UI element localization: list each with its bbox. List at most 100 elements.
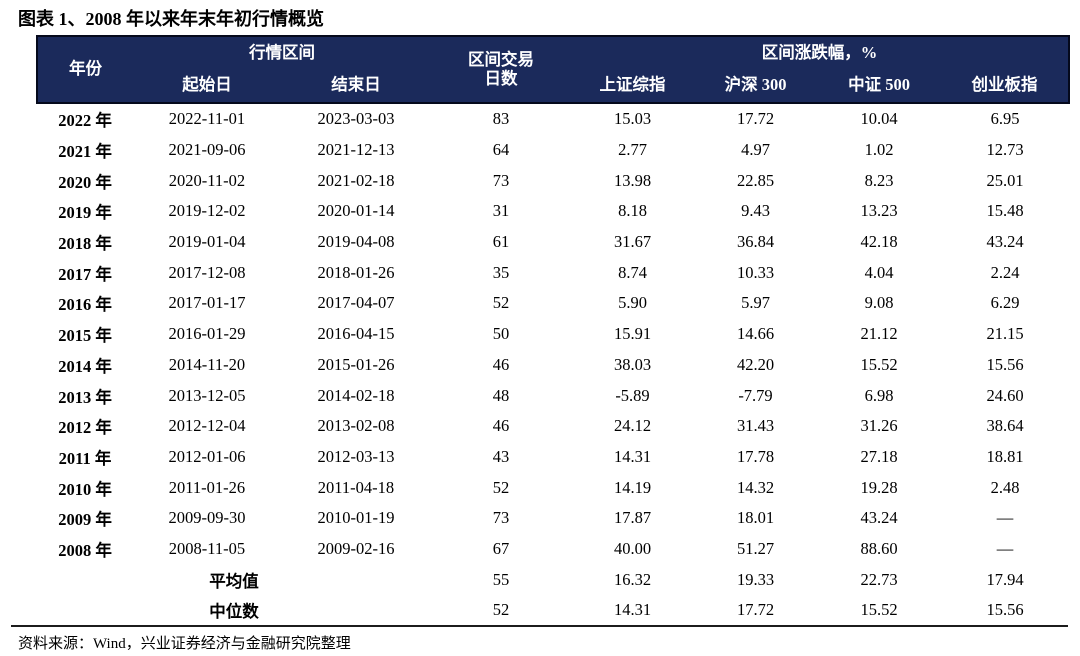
cell-start-date: 2019-01-04 — [168, 232, 246, 252]
cell-hs300: 18.01 — [736, 508, 775, 528]
source-note: 资料来源：Wind，兴业证券经济与金融研究院整理 — [18, 636, 351, 652]
cell-trading-days: 83 — [492, 109, 510, 129]
cell-start-date: 2019-12-02 — [168, 201, 246, 221]
cell-year: 2022 年 — [58, 111, 112, 131]
cell-year: 2017 年 — [58, 264, 112, 284]
cell-end-date: 2017-04-07 — [317, 293, 395, 313]
cell-start-date: 2009-09-30 — [168, 508, 246, 528]
cell-zz500: 8.23 — [864, 170, 894, 190]
cell-zz500: 15.52 — [860, 600, 898, 620]
cell-start-date: 2012-12-04 — [168, 416, 246, 436]
cell-end-date: 2023-03-03 — [317, 109, 395, 129]
cell-year: 2010 年 — [58, 479, 112, 499]
cell-start-date: 2016-01-29 — [168, 324, 246, 344]
col-header-chinext: 创业板指 — [941, 69, 1069, 103]
cell-sh-composite: 15.03 — [613, 109, 652, 129]
col-group-range: 行情区间 — [133, 36, 431, 69]
table-row: 2016 年 2017-01-17 2017-04-07 52 5.90 5.9… — [37, 288, 1069, 319]
cell-hs300: 42.20 — [736, 354, 775, 374]
table-row: 2010 年 2011-01-26 2011-04-18 52 14.19 14… — [37, 472, 1069, 503]
cell-year: 2011 年 — [58, 448, 112, 468]
table-row: 2012 年 2012-12-04 2013-02-08 46 24.12 31… — [37, 411, 1069, 442]
cell-trading-days: 46 — [492, 354, 510, 374]
cell-chinext: 21.15 — [986, 324, 1024, 344]
cell-end-date: 2015-01-26 — [317, 354, 395, 374]
cell-chinext: — — [996, 508, 1014, 528]
cell-hs300: 14.66 — [736, 324, 775, 344]
cell-chinext: 2.48 — [990, 477, 1020, 497]
cell-chinext: 6.29 — [990, 293, 1020, 313]
table-row: 2018 年 2019-01-04 2019-04-08 61 31.67 36… — [37, 227, 1069, 258]
cell-zz500: 9.08 — [864, 293, 894, 313]
cell-chinext: 24.60 — [986, 385, 1024, 405]
table-row: 2013 年 2013-12-05 2014-02-18 48 -5.89 -7… — [37, 380, 1069, 411]
summary-row: 中位数 52 14.31 17.72 15.52 15.56 — [37, 595, 1069, 626]
cell-zz500: 88.60 — [860, 538, 898, 558]
cell-zz500: 15.52 — [860, 354, 898, 374]
cell-chinext: 25.01 — [986, 170, 1024, 190]
cell-trading-days: 46 — [492, 416, 510, 436]
cell-hs300: 17.78 — [736, 446, 775, 466]
cell-start-date: 2008-11-05 — [168, 538, 246, 558]
table-row: 2009 年 2009-09-30 2010-01-19 73 17.87 18… — [37, 503, 1069, 534]
cell-year: 2014 年 — [58, 356, 112, 376]
col-header-trading-days: 区间交易 日数 — [431, 36, 571, 103]
cell-year: 2018 年 — [58, 234, 112, 254]
cell-hs300: 22.85 — [736, 170, 775, 190]
cell-sh-composite: 17.87 — [613, 508, 652, 528]
col-header-zz500: 中证 500 — [817, 69, 941, 103]
cell-start-date: 2011-01-26 — [168, 477, 246, 497]
cell-year: 2009 年 — [58, 510, 112, 530]
cell-sh-composite: 24.12 — [613, 416, 652, 436]
cell-hs300: 10.33 — [736, 262, 775, 282]
cell-sh-composite: 14.31 — [613, 600, 652, 620]
cell-year: 2012 年 — [58, 418, 112, 438]
cell-year: 2015 年 — [58, 326, 112, 346]
table-row: 2022 年 2022-11-01 2023-03-03 83 15.03 17… — [37, 103, 1069, 135]
cell-chinext: 17.94 — [986, 569, 1024, 589]
cell-year: 2020 年 — [58, 172, 112, 192]
cell-trading-days: 67 — [492, 538, 510, 558]
cell-summary-label: 平均值 — [209, 571, 259, 591]
cell-zz500: 21.12 — [860, 324, 898, 344]
trading-days-line2: 日数 — [484, 68, 518, 88]
table-row: 2008 年 2008-11-05 2009-02-16 67 40.00 51… — [37, 534, 1069, 565]
col-header-sh-composite: 上证综指 — [571, 69, 694, 103]
table-row: 2017 年 2017-12-08 2018-01-26 35 8.74 10.… — [37, 257, 1069, 288]
col-header-hs300: 沪深 300 — [694, 69, 817, 103]
cell-chinext: 2.24 — [990, 262, 1020, 282]
cell-trading-days: 73 — [492, 508, 510, 528]
cell-zz500: 13.23 — [860, 201, 898, 221]
cell-end-date: 2009-02-16 — [317, 538, 395, 558]
cell-sh-composite: 5.90 — [618, 293, 647, 313]
col-header-end-date: 结束日 — [281, 69, 431, 103]
cell-zz500: 31.26 — [860, 416, 898, 436]
cell-chinext: 18.81 — [986, 446, 1024, 466]
cell-year: 2008 年 — [58, 540, 112, 560]
cell-chinext: 38.64 — [986, 416, 1024, 436]
cell-sh-composite: 8.18 — [618, 201, 647, 221]
table-row: 2020 年 2020-11-02 2021-02-18 73 13.98 22… — [37, 165, 1069, 196]
cell-summary-label: 中位数 — [209, 602, 259, 622]
cell-hs300: 5.97 — [741, 293, 770, 313]
cell-sh-composite: 14.31 — [613, 446, 652, 466]
cell-sh-composite: 8.74 — [618, 262, 647, 282]
cell-start-date: 2021-09-06 — [168, 140, 246, 160]
cell-hs300: 31.43 — [736, 416, 775, 436]
col-group-change-pct: 区间涨跌幅，% — [571, 36, 1069, 69]
cell-trading-days: 61 — [492, 232, 510, 252]
cell-chinext: — — [996, 538, 1014, 558]
cell-zz500: 10.04 — [860, 109, 898, 129]
cell-start-date: 2017-12-08 — [168, 262, 246, 282]
cell-hs300: 9.43 — [741, 201, 770, 221]
cell-trading-days: 52 — [492, 477, 510, 497]
cell-hs300: 14.32 — [736, 477, 775, 497]
trading-days-line1: 区间交易 — [468, 49, 534, 69]
cell-end-date: 2011-04-18 — [317, 477, 395, 497]
cell-trading-days: 55 — [492, 569, 510, 589]
cell-chinext: 6.95 — [990, 109, 1020, 129]
table-row: 2015 年 2016-01-29 2016-04-15 50 15.91 14… — [37, 319, 1069, 350]
table-row: 2011 年 2012-01-06 2012-03-13 43 14.31 17… — [37, 442, 1069, 473]
cell-zz500: 22.73 — [860, 569, 898, 589]
cell-sh-composite: 14.19 — [613, 477, 652, 497]
